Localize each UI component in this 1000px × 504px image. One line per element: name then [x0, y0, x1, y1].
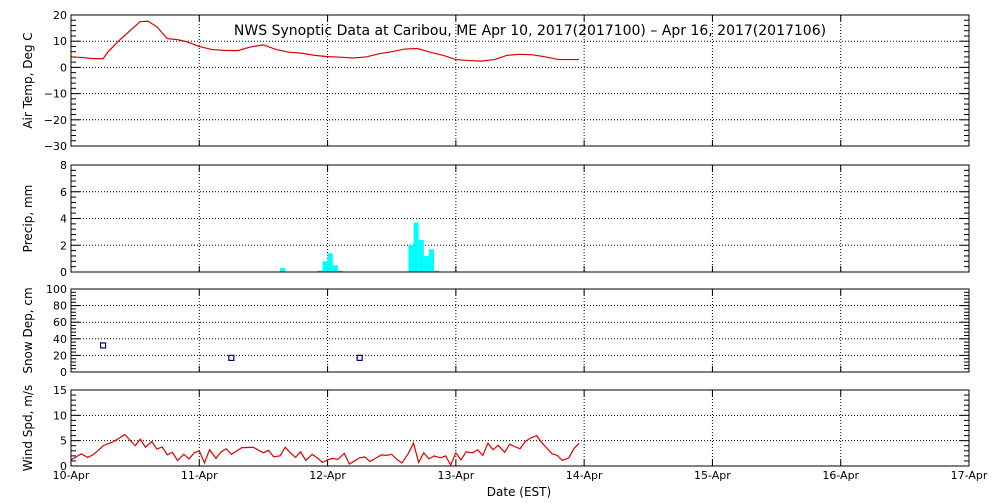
panel-frame — [70, 164, 970, 273]
precip-bar — [317, 270, 323, 272]
x-tick-label: 11-Apr — [181, 469, 218, 482]
y-tick-label: 6 — [60, 186, 67, 199]
x-tick-label: 12-Apr — [309, 469, 346, 482]
x-tick-label: 14-Apr — [566, 469, 603, 482]
precip-bar — [337, 270, 343, 272]
snow-depth-point — [356, 354, 363, 361]
y-tick-label: 0 — [60, 366, 67, 379]
x-tick-label: 16-Apr — [822, 469, 859, 482]
precip-bar — [332, 265, 338, 272]
panel-air_temp: −30 −20 −10 0 10 20 Air Temp, Deg C — [21, 9, 970, 153]
y-axis-label-air_temp: Air Temp, Deg C — [21, 32, 35, 128]
wind_speed-series-line — [70, 433, 580, 467]
y-axis-label-snow_depth: Snow Dep, cm — [21, 287, 35, 373]
y-tick-label: 8 — [60, 159, 67, 172]
y-tick-label: 15 — [53, 384, 67, 397]
x-tick-label: 13-Apr — [437, 469, 474, 482]
y-tick-label: 60 — [53, 316, 67, 329]
panel-precip: 0 2 4 6 8 Precip, mm — [21, 159, 970, 279]
y-tick-label: 20 — [53, 9, 67, 22]
x-tick-label: 17-Apr — [951, 469, 988, 482]
y-tick-label: 0 — [60, 460, 67, 473]
panel-wind_speed: 0 5 10 15 Wind Spd, m/s — [21, 384, 970, 473]
y-tick-label: −30 — [44, 140, 67, 153]
precip-bar — [413, 222, 419, 272]
precip-bar — [418, 239, 424, 272]
precip-bar — [428, 249, 435, 272]
precip-bar — [322, 261, 328, 272]
snow-depth-point — [99, 342, 107, 349]
x-axis-label: Date (EST) — [487, 485, 551, 499]
chart-title: NWS Synoptic Data at Caribou, ME Apr 10,… — [234, 23, 826, 39]
y-tick-label: 10 — [53, 35, 67, 48]
y-tick-label: 2 — [60, 239, 67, 252]
y-axis-label-precip: Precip, mm — [21, 185, 35, 253]
y-tick-label: 0 — [60, 266, 67, 279]
y-tick-label: 5 — [60, 435, 67, 448]
precip-bar — [408, 245, 414, 272]
x-tick-label: 10-Apr — [53, 469, 90, 482]
precip-bar — [423, 255, 429, 272]
y-tick-label: −10 — [44, 88, 67, 101]
precip-bar — [434, 270, 440, 272]
precip-bar — [280, 267, 286, 272]
panel-frame — [70, 14, 970, 147]
x-tick-label: 15-Apr — [694, 469, 731, 482]
y-tick-label: 0 — [60, 61, 67, 74]
y-tick-label: 20 — [53, 349, 67, 362]
panel-frame — [70, 288, 970, 373]
y-tick-label: 40 — [53, 333, 67, 346]
y-tick-label: 80 — [53, 300, 67, 313]
snow-depth-point — [228, 354, 235, 361]
y-tick-label: 100 — [46, 283, 67, 296]
y-tick-label: −20 — [44, 114, 67, 127]
panel-frame — [70, 389, 970, 467]
precip-bar — [327, 253, 333, 272]
y-tick-label: 10 — [53, 409, 67, 422]
y-tick-label: 4 — [60, 213, 67, 226]
air_temp-series-line — [70, 20, 580, 62]
y-axis-label-wind_speed: Wind Spd, m/s — [21, 385, 35, 471]
panel-snow_depth: 0 20 40 60 80 100 Snow Dep, cm — [21, 283, 970, 379]
